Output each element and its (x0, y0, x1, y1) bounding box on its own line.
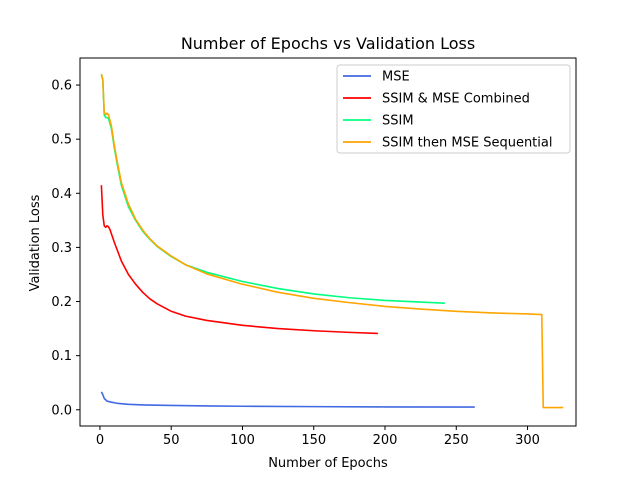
legend-box (336, 64, 571, 154)
x-tick-label: 100 (230, 433, 255, 448)
chart-title: Number of Epochs vs Validation Loss (181, 34, 475, 53)
x-tick-label: 150 (301, 433, 326, 448)
y-tick-label: 0.1 (51, 349, 72, 364)
series-line-2 (100, 185, 378, 335)
y-axis-label: Validation Loss (28, 194, 43, 291)
x-tick-label: 200 (373, 433, 398, 448)
y-tick-label: 0.6 (51, 79, 72, 94)
legend: MSE SSIM & MSE Combined SSIM SSIM then MSE … (336, 64, 571, 154)
axes-frame (79, 57, 577, 427)
series-line-4 (100, 74, 564, 409)
x-axis-label: Number of Epochs (268, 456, 388, 471)
y-tick-label: 0.4 (51, 187, 72, 202)
y-tick-label: 0.5 (51, 133, 72, 148)
y-tick-label: 0.3 (51, 241, 72, 256)
plot-area: 0 50 100 150 200 250 300 0.0 0.1 0.2 0.3 0.4 0.5 0.6 (51, 57, 577, 448)
legend-label-3: SSIM (382, 114, 414, 129)
y-tick-label: 0.0 (51, 403, 72, 418)
x-tick-label: 300 (515, 433, 540, 448)
y-tick-label: 0.2 (51, 295, 72, 310)
legend-label-1: MSE (382, 70, 410, 85)
x-tick-label: 0 (96, 433, 104, 448)
legend-label-2: SSIM & MSE Combined (382, 92, 530, 107)
x-tick-label: 250 (444, 433, 469, 448)
x-tick-label: 50 (163, 433, 180, 448)
series-line-1 (100, 391, 475, 408)
legend-label-4: SSIM then MSE Sequential (382, 136, 552, 151)
